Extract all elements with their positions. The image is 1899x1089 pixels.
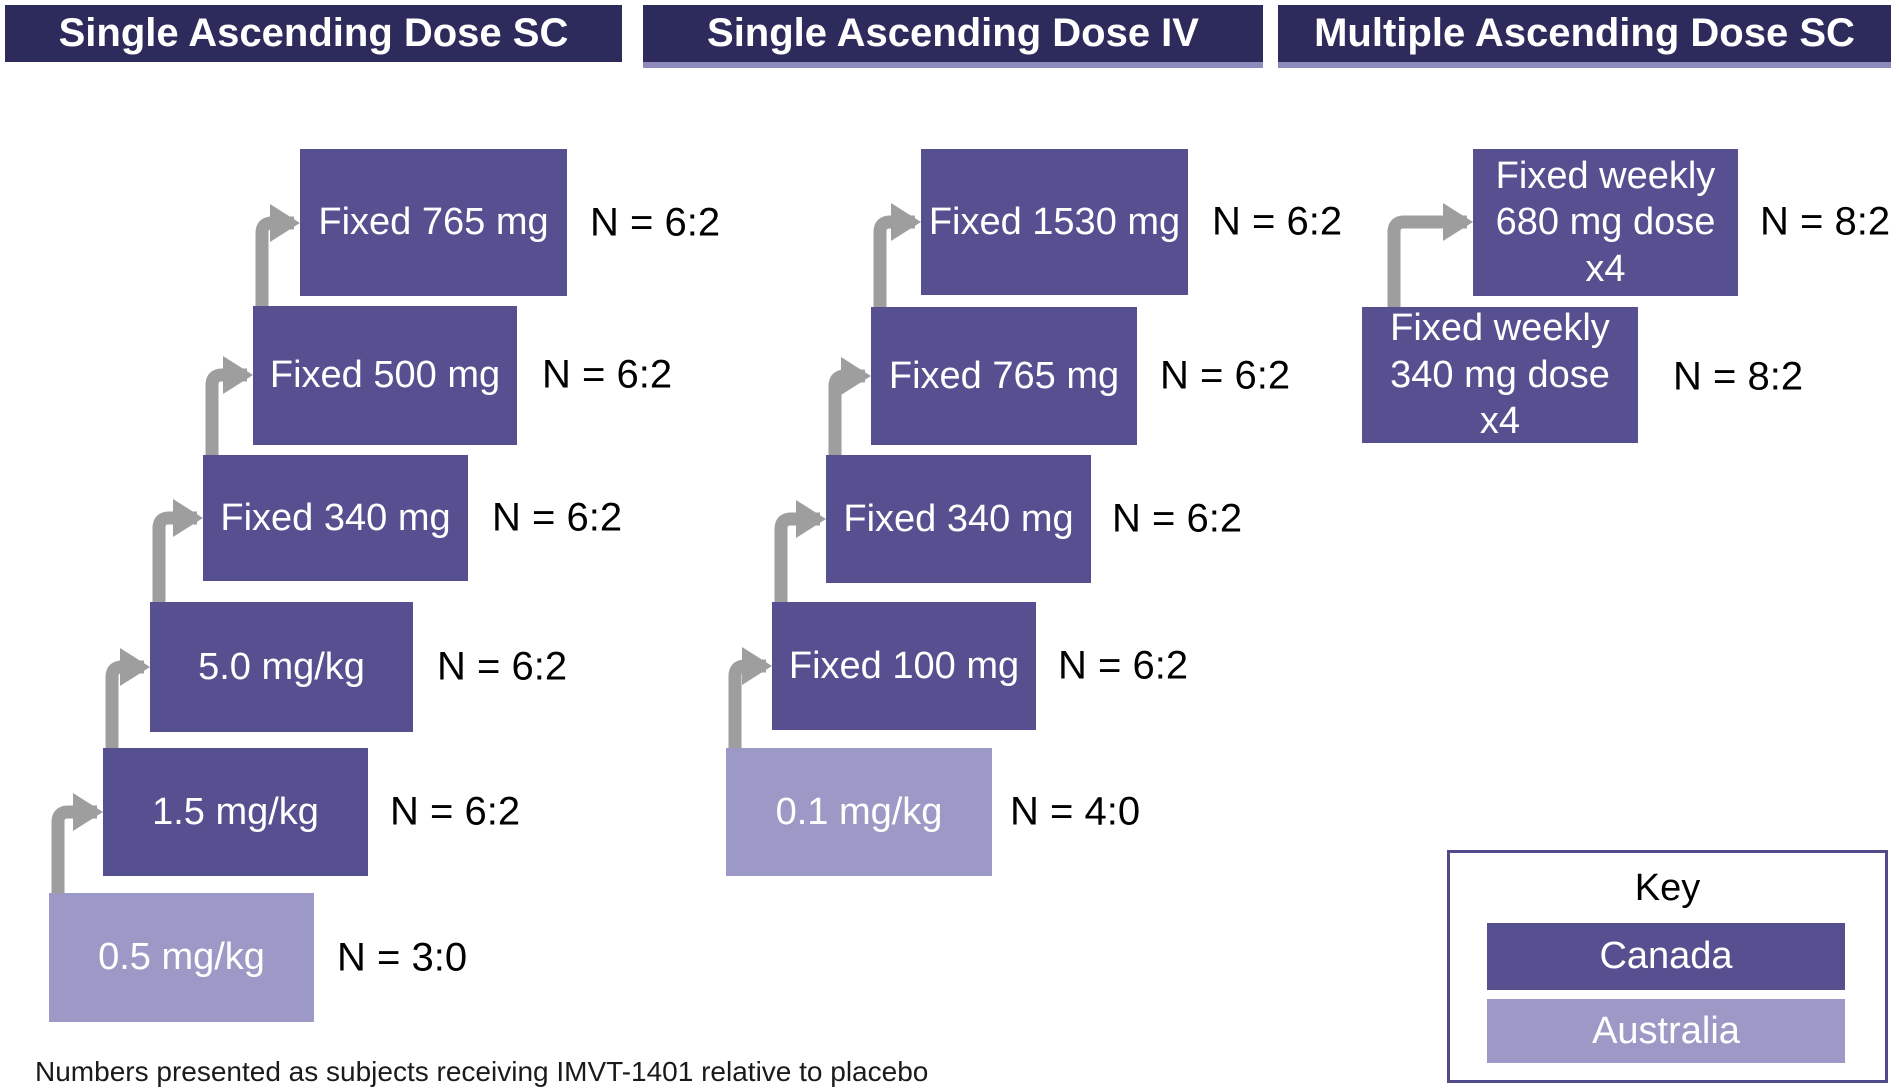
column-header-single-ascending-dose-sc: Single Ascending Dose SC xyxy=(5,5,622,62)
dose-box-sadiv-0-1mgkg: 0.1 mg/kg xyxy=(726,748,992,876)
dose-box-label: Fixed 500 mg xyxy=(269,354,501,397)
dose-box-label: Fixed 340 mg xyxy=(843,497,1074,540)
n-ratio-label: N = 8:2 xyxy=(1673,354,1804,399)
dose-box-sadsc-fixed-500mg: Fixed 500 mg xyxy=(253,306,517,445)
dose-box-label: 5.0 mg/kg xyxy=(198,645,365,688)
n-ratio-label: N = 6:2 xyxy=(1160,353,1291,398)
dose-box-madsc-fixed-weekly-680mg: Fixed weekly 680 mg dose x4 xyxy=(1473,149,1738,296)
n-ratio-label: N = 4:0 xyxy=(1010,789,1141,834)
key-entry-canada: Canada xyxy=(1487,923,1845,990)
n-ratio-label: N = 6:2 xyxy=(437,644,568,689)
n-ratio-label: N = 3:0 xyxy=(337,935,468,980)
dose-box-sadsc-1-5mgkg: 1.5 mg/kg xyxy=(103,748,368,876)
dose-box-sadsc-fixed-340mg: Fixed 340 mg xyxy=(203,455,468,581)
dose-box-label: Fixed weekly 680 mg dose x4 xyxy=(1495,154,1716,290)
dose-box-sadiv-fixed-765mg: Fixed 765 mg xyxy=(871,307,1137,445)
dose-box-label: Fixed 340 mg xyxy=(220,496,451,539)
n-ratio-label: N = 6:2 xyxy=(1112,496,1243,541)
column-header-single-ascending-dose-iv: Single Ascending Dose IV xyxy=(643,5,1263,62)
n-ratio-label: N = 6:2 xyxy=(390,789,521,834)
dose-box-sadiv-fixed-100mg: Fixed 100 mg xyxy=(772,602,1036,730)
footnote: Numbers presented as subjects receiving … xyxy=(35,1056,929,1087)
key-legend: Key Canada Australia xyxy=(1447,850,1888,1083)
key-entry-label: Australia xyxy=(1592,1009,1740,1052)
dose-box-label: Fixed 100 mg xyxy=(788,644,1020,687)
dose-box-madsc-fixed-weekly-340mg: Fixed weekly 340 mg dose x4 xyxy=(1362,307,1638,443)
dose-box-sadsc-0-5mgkg: 0.5 mg/kg xyxy=(49,893,314,1022)
key-entry-australia: Australia xyxy=(1487,999,1845,1063)
n-ratio-label: N = 6:2 xyxy=(590,200,721,245)
dose-box-label: 0.1 mg/kg xyxy=(775,790,943,833)
dose-box-label: Fixed 1530 mg xyxy=(928,200,1181,243)
n-ratio-label: N = 6:2 xyxy=(1212,199,1343,244)
dose-box-label: 0.5 mg/kg xyxy=(98,936,265,979)
n-ratio-label: N = 6:2 xyxy=(492,495,623,540)
dose-box-sadiv-fixed-1530mg: Fixed 1530 mg xyxy=(921,149,1188,295)
n-ratio-label: N = 6:2 xyxy=(1058,643,1189,688)
dose-box-label: Fixed 765 mg xyxy=(888,354,1120,397)
n-ratio-label: N = 6:2 xyxy=(542,352,673,397)
dose-box-sadsc-fixed-765mg: Fixed 765 mg xyxy=(300,149,567,296)
dose-box-label: Fixed weekly 340 mg dose x4 xyxy=(1390,307,1610,443)
key-title: Key xyxy=(1634,867,1701,909)
dose-box-label: 1.5 mg/kg xyxy=(152,790,319,833)
dose-box-sadsc-5mgkg: 5.0 mg/kg xyxy=(150,602,413,732)
column-header-multiple-ascending-dose-sc: Multiple Ascending Dose SC xyxy=(1278,5,1891,62)
n-ratio-label: N = 8:2 xyxy=(1760,199,1891,244)
dose-box-sadiv-fixed-340mg: Fixed 340 mg xyxy=(826,455,1091,583)
key-entry-label: Canada xyxy=(1599,935,1733,977)
dose-box-label: Fixed 765 mg xyxy=(318,201,549,244)
